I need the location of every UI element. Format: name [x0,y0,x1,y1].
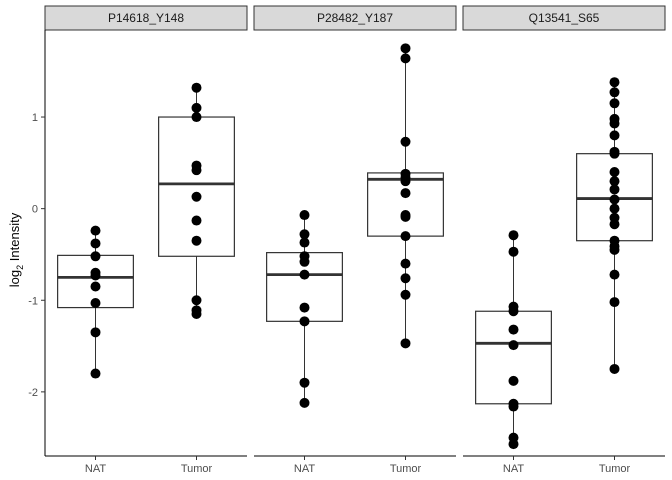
facet-strip-label: P14618_Y148 [108,11,184,25]
y-axis-title-main: log [7,270,22,287]
data-point [299,256,310,267]
data-point [609,98,620,109]
data-point [609,269,620,280]
data-point [191,112,202,123]
data-point [609,167,620,177]
data-point [191,102,202,113]
data-point [508,230,519,241]
data-point [400,231,411,242]
data-point [191,295,202,306]
data-point [400,53,411,64]
data-point [191,191,202,202]
data-point [90,225,101,236]
data-point [508,246,519,257]
data-point [299,302,310,313]
x-tick-label: NAT [85,463,106,475]
data-point [400,136,411,147]
y-axis-title: log2 Intensity [7,212,25,287]
x-tick-label: NAT [294,463,315,475]
facet-strip [462,5,666,31]
data-point [90,298,101,309]
y-axis-title-subscript: 2 [15,265,25,270]
data-point [609,244,620,255]
x-tick-label: NAT [503,463,524,475]
data-point [400,273,411,284]
data-point [508,340,519,351]
data-point [508,439,519,450]
data-point [609,363,620,374]
y-tick-label: 1 [32,112,38,124]
facet-panel-2: P28482_Y187 NAT Tumor [253,5,457,475]
data-point [191,165,202,176]
data-point [299,229,310,240]
data-point [400,188,411,199]
data-point [191,82,202,93]
data-point [400,43,411,54]
data-point [191,215,202,226]
data-point [609,184,620,195]
data-point [191,309,202,319]
data-point [400,176,411,187]
data-point [90,270,101,281]
data-point [609,176,620,187]
data-point [508,324,519,335]
data-point [609,87,620,98]
data-point [400,338,411,349]
data-point [508,401,519,412]
data-point [90,238,101,249]
facet-panel-3: Q13541_S65 NAT Tumor [462,5,666,475]
data-point [400,211,411,222]
data-point [400,258,411,269]
facet-panel-1: P14618_Y148 NAT Tumor [44,5,248,475]
data-point [299,316,310,327]
data-point [609,130,620,141]
x-tick-label: Tumor [390,463,422,475]
data-point [609,203,620,214]
data-point [90,251,101,262]
data-point [299,377,310,388]
data-point [508,306,519,317]
data-point [609,297,620,308]
facet-strip-label: P28482_Y187 [317,11,393,25]
y-axis-title-rest: Intensity [7,212,22,265]
y-axis: -2 -1 0 1 [28,30,46,456]
y-tick-label: 0 [32,204,38,216]
data-point [299,210,310,221]
data-point [90,327,101,338]
data-point [299,269,310,280]
x-tick-label: Tumor [181,463,213,475]
facet-strip [253,5,457,31]
data-point [191,235,202,246]
data-point [609,148,620,159]
data-point [508,375,519,386]
data-point [299,237,310,248]
data-point [609,194,620,205]
x-tick-label: Tumor [599,463,631,475]
y-tick-label: -2 [28,387,38,399]
data-point [400,289,411,300]
y-tick-label: -1 [28,295,38,307]
facet-strip-label: Q13541_S65 [529,11,600,25]
data-point [90,281,101,292]
data-point [609,77,620,88]
iqr-box [158,116,235,257]
data-point [609,219,620,230]
data-point [299,397,310,408]
data-point [609,118,620,129]
facet-strip [44,5,248,31]
data-point [90,368,101,379]
